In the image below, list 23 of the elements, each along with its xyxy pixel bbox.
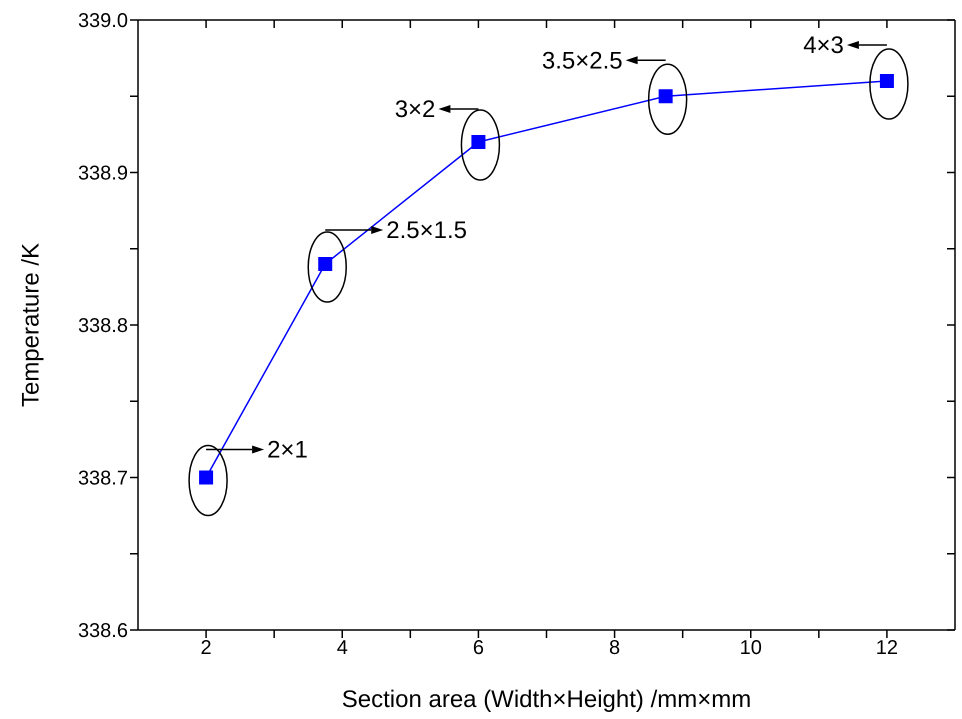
point <box>658 89 673 104</box>
annotation: 2.5×1.5 <box>386 217 467 244</box>
x-tick-label: 2 <box>200 637 212 660</box>
point <box>199 470 214 484</box>
point <box>318 257 332 271</box>
x-tick-label: 10 <box>740 637 762 660</box>
annotation: 3.5×2.5 <box>542 47 623 74</box>
y-tick-label: 338.7 <box>78 468 128 490</box>
annotation: 4×3 <box>803 32 844 59</box>
point <box>471 135 486 149</box>
annotation: 2×1 <box>267 436 308 464</box>
x-axis-title: Section area (Width×Height) /mm×mm <box>342 686 752 713</box>
y-tick-label: 339.0 <box>78 10 128 32</box>
x-tick-label: 6 <box>472 637 484 660</box>
y-tick-label: 338.9 <box>78 162 128 185</box>
y-axis-title: Temperature /K <box>18 242 45 408</box>
point <box>880 74 894 88</box>
x-tick-label: 12 <box>876 637 898 660</box>
x-tick-label: 4 <box>336 637 348 660</box>
annotation: 3×2 <box>394 96 436 123</box>
y-tick-label: 338.8 <box>78 315 128 338</box>
x-tick-label: 8 <box>609 637 620 660</box>
y-tick-label: 338.6 <box>78 620 128 642</box>
